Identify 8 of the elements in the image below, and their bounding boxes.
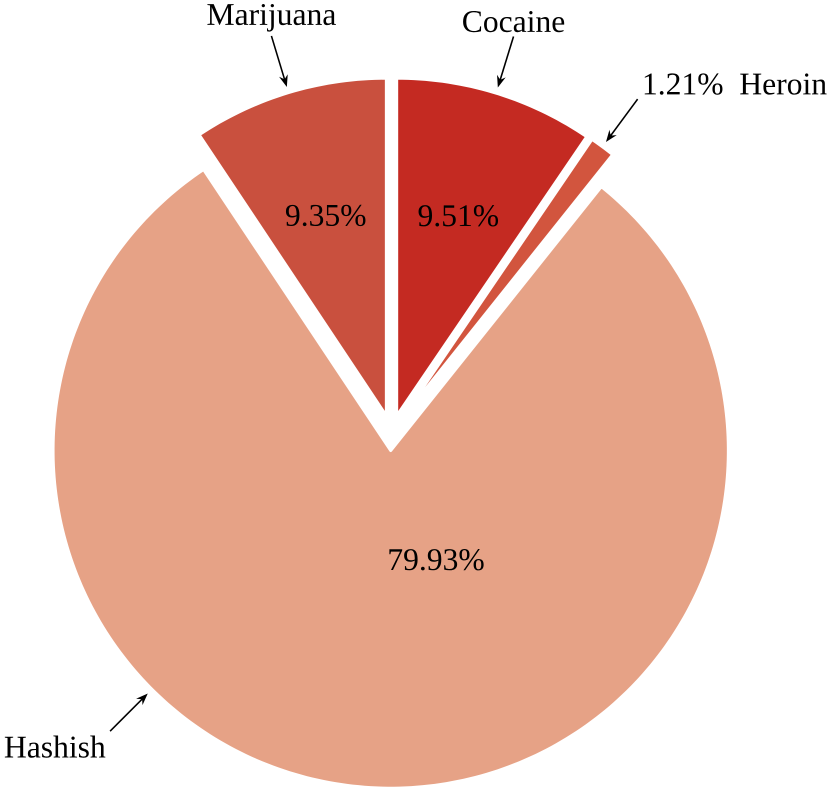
data-label: 9.51% [418,205,498,227]
slice-label: Hashish [4,736,106,758]
data-label: 79.93% [389,549,484,571]
slice-label: Heroin [740,74,827,95]
data-label: 1.21% [644,74,722,95]
slice-label: Cocaine [463,11,564,32]
slice-label: Marijuana [207,4,336,32]
data-label: 9.35% [286,204,366,226]
